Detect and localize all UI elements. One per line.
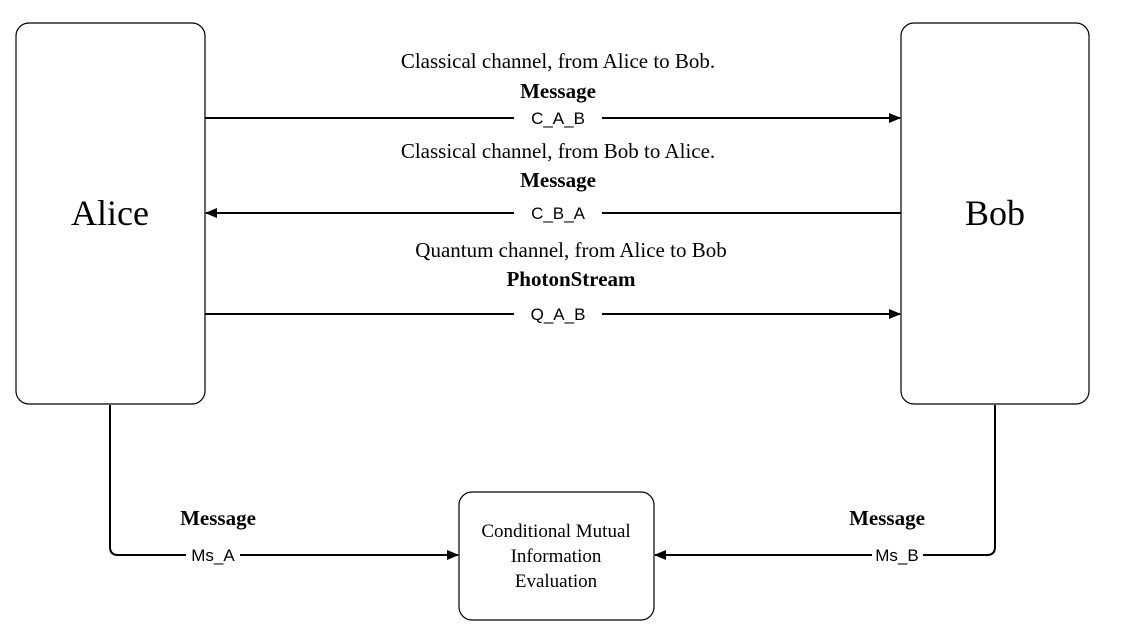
evaluator-label-line-3: Evaluation: [515, 571, 598, 592]
channel-q-a-b-type: PhotonStream: [506, 267, 636, 291]
bob-node[interactable]: Bob: [900, 22, 1090, 405]
bob-output-line: [923, 405, 996, 556]
alice-node[interactable]: Alice: [15, 22, 206, 405]
alice-output-edge[interactable]: Message Ms_A: [109, 405, 459, 565]
channel-c-b-a-type: Message: [520, 168, 596, 192]
channel-c-a-b-edge-label: C_A_B: [531, 109, 585, 128]
channel-c-b-a[interactable]: Classical channel, from Bob to Alice. Me…: [205, 139, 901, 223]
evaluator-node[interactable]: Conditional Mutual Information Evaluatio…: [458, 491, 655, 621]
channel-c-a-b[interactable]: Classical channel, from Alice to Bob. Me…: [205, 49, 901, 128]
channel-c-a-b-type: Message: [520, 79, 596, 103]
bob-output-edge-label: Ms_B: [875, 546, 918, 565]
bob-label: Bob: [965, 193, 1025, 233]
alice-output-line: [109, 405, 186, 556]
bob-output-type: Message: [849, 506, 925, 530]
channel-c-b-a-caption: Classical channel, from Bob to Alice.: [401, 139, 715, 163]
channel-c-b-a-edge-label: C_B_A: [531, 204, 586, 223]
channel-q-a-b-caption: Quantum channel, from Alice to Bob: [415, 238, 726, 262]
bob-output-edge[interactable]: Message Ms_B: [654, 405, 996, 565]
alice-label: Alice: [71, 193, 149, 233]
channel-q-a-b[interactable]: Quantum channel, from Alice to Bob Photo…: [205, 238, 901, 324]
channel-q-a-b-edge-label: Q_A_B: [531, 305, 586, 324]
alice-output-type: Message: [180, 506, 256, 530]
evaluator-label-line-2: Information: [511, 546, 602, 567]
evaluator-label-line-1: Conditional Mutual: [481, 521, 630, 542]
alice-output-edge-label: Ms_A: [191, 546, 235, 565]
channel-c-a-b-caption: Classical channel, from Alice to Bob.: [401, 49, 715, 73]
